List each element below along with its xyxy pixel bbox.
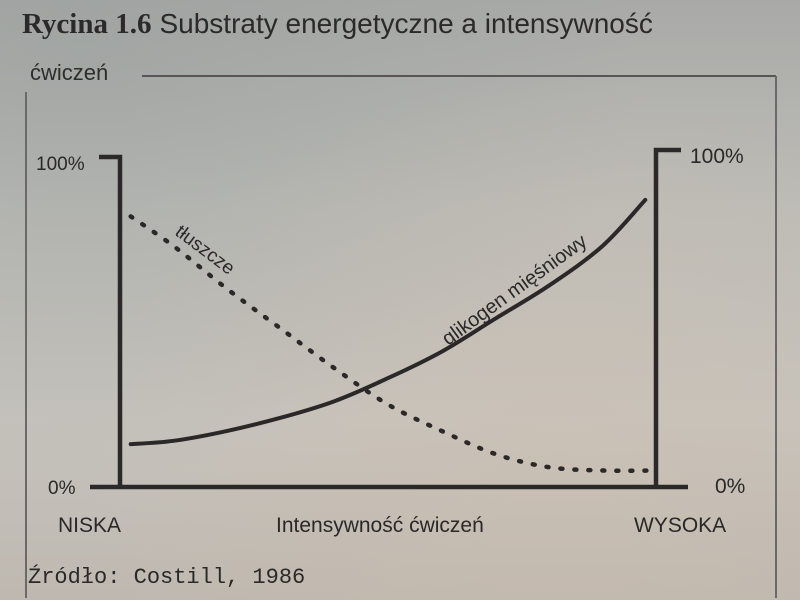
x-tick-niska: NISKA [58, 514, 121, 537]
right-tick-0: 0% [715, 475, 745, 498]
series-layer [128, 197, 659, 474]
right-tick-100: 100% [690, 145, 744, 168]
x-tick-wysoka: WYSOKA [634, 514, 726, 537]
figure-title-continuation: ćwiczeń [30, 60, 109, 85]
figure-title: Rycina 1.6 Substraty energetyczne a inten… [22, 6, 653, 42]
series-line-glikogen [128, 197, 648, 447]
left-tick-100: 100% [36, 154, 85, 175]
series-label-glikogen: glikogen mięśniowy [438, 230, 591, 350]
figure-title-text: Substraty energetyczne a intensywność [159, 8, 653, 39]
left-y-axis [99, 154, 123, 487]
series-label-tluszcze: tłuszcze [171, 221, 238, 279]
x-axis-label: Intensywność ćwiczeń [276, 514, 484, 537]
series-line-tluszcze [128, 214, 659, 474]
figure-label: Rycina 1.6 [22, 8, 152, 40]
left-tick-0: 0% [48, 478, 76, 499]
source-note: Źródło: Costill, 1986 [28, 565, 306, 590]
right-y-axis [653, 147, 681, 487]
